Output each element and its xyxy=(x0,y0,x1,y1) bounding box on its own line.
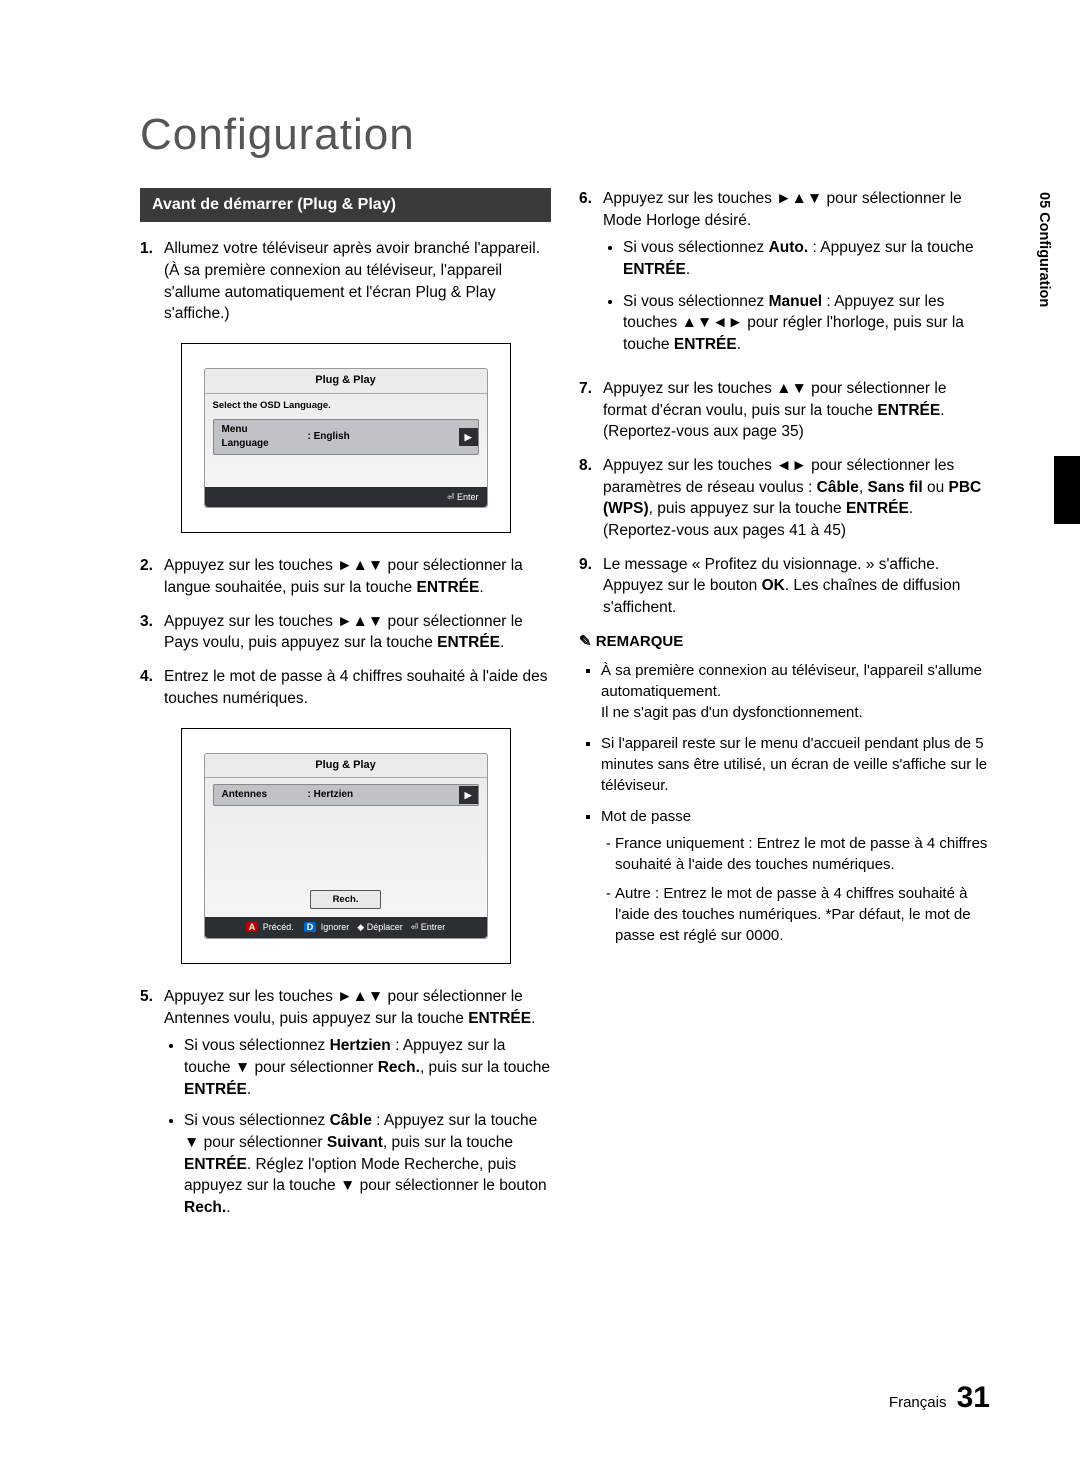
side-black-tab xyxy=(1054,456,1080,524)
osd-screenshot-2: Plug & Play Antennes : Hertzien ▶ Rech. … xyxy=(181,728,511,964)
osd1-row-key: Menu Language xyxy=(214,420,304,454)
step-num: 1. xyxy=(140,238,164,325)
osd1-arrow-icon: ▶ xyxy=(459,428,478,447)
step-9: 9. Le message « Profitez du visionnage. … xyxy=(579,554,990,619)
note-3-sub-2: Autre : Entrez le mot de passe à 4 chiff… xyxy=(615,883,990,946)
osd1-row: Menu Language : English ▶ xyxy=(213,419,479,455)
osd-screenshot-1: Plug & Play Select the OSD Language. Men… xyxy=(181,343,511,533)
side-tab-label: 05 Configuration xyxy=(1036,192,1052,307)
step-1: 1. Allumez votre téléviseur après avoir … xyxy=(140,238,551,325)
osd1-subtitle: Select the OSD Language. xyxy=(205,394,487,419)
osd1-enter: ⏎ Enter xyxy=(447,492,479,502)
step-7: 7. Appuyez sur les touches ▲▼ pour sélec… xyxy=(579,378,990,443)
note-3: Mot de passe France uniquement : Entrez … xyxy=(601,806,990,946)
note-1: À sa première connexion au téléviseur, l… xyxy=(601,660,990,723)
step5-sub-1: Si vous sélectionnez Hertzien : Appuyez … xyxy=(184,1035,551,1100)
step5-sub-2: Si vous sélectionnez Câble : Appuyez sur… xyxy=(184,1110,551,1218)
step-6: 6. Appuyez sur les touches ►▲▼ pour séle… xyxy=(579,188,990,366)
page-title: Configuration xyxy=(140,110,990,160)
note-heading: REMARQUE xyxy=(579,631,990,652)
footer-page-number: 31 xyxy=(957,1381,990,1414)
note-3-sub-1: France uniquement : Entrez le mot de pas… xyxy=(615,833,990,875)
osd1-footer: ⏎ Enter xyxy=(205,487,487,508)
osd2-arrow-icon: ▶ xyxy=(459,786,478,805)
left-column: Avant de démarrer (Plug & Play) 1. Allum… xyxy=(140,188,551,1241)
osd2-row: Antennes : Hertzien ▶ xyxy=(213,784,479,806)
note-2: Si l'appareil reste sur le menu d'accuei… xyxy=(601,733,990,796)
right-column: 6. Appuyez sur les touches ►▲▼ pour séle… xyxy=(579,188,990,1241)
page-footer: Français 31 xyxy=(889,1381,990,1415)
section-header: Avant de démarrer (Plug & Play) xyxy=(140,188,551,222)
step-5: 5. Appuyez sur les touches ►▲▼ pour séle… xyxy=(140,986,551,1229)
step6-sub-1: Si vous sélectionnez Auto. : Appuyez sur… xyxy=(623,237,990,280)
footer-lang: Français xyxy=(889,1394,947,1411)
step6-sub-2: Si vous sélectionnez Manuel : Appuyez su… xyxy=(623,291,990,356)
step-3: 3. Appuyez sur les touches ►▲▼ pour séle… xyxy=(140,611,551,654)
step-body: Allumez votre téléviseur après avoir bra… xyxy=(164,238,551,325)
osd1-title: Plug & Play xyxy=(205,369,487,393)
osd2-title: Plug & Play xyxy=(205,754,487,778)
osd2-footer: A Précéd. D Ignorer ◆ Déplacer ⏎ Entrer xyxy=(205,917,487,938)
osd2-rech-button: Rech. xyxy=(310,890,382,909)
step-4: 4. Entrez le mot de passe à 4 chiffres s… xyxy=(140,666,551,709)
osd1-row-val: : English xyxy=(304,427,459,447)
step-8: 8. Appuyez sur les touches ◄► pour sélec… xyxy=(579,455,990,542)
step-2: 2. Appuyez sur les touches ►▲▼ pour séle… xyxy=(140,555,551,598)
